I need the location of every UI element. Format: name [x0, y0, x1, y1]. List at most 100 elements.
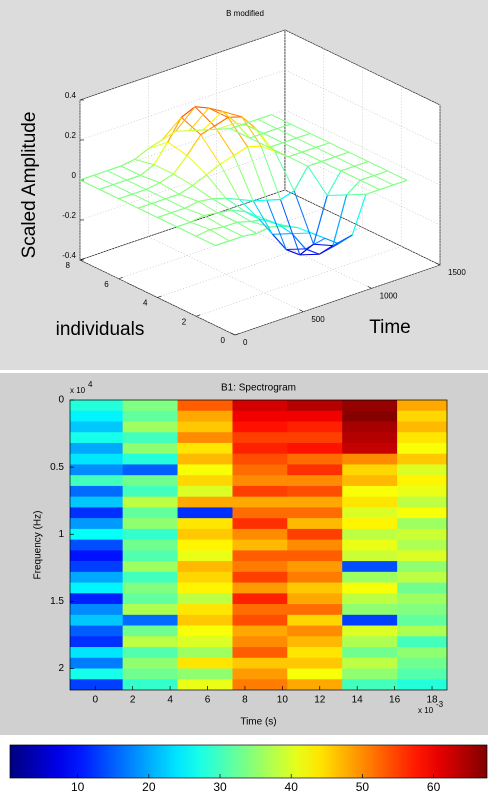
mesh-segment [93, 170, 108, 176]
cell [122, 550, 178, 562]
cell [287, 604, 343, 616]
cell [287, 400, 343, 412]
cell [122, 625, 178, 637]
mesh-segment [332, 234, 353, 247]
mesh-segment [324, 237, 339, 245]
cell [287, 571, 343, 583]
mesh-segment [340, 165, 355, 172]
mesh-segment [280, 190, 295, 201]
y-tick-label: 0 [58, 395, 64, 406]
y-tick-label: 4 [143, 299, 148, 308]
mesh-segment [134, 158, 155, 166]
y-axis-label: Frequency (Hz) [33, 511, 44, 580]
cell [232, 539, 288, 551]
cell [397, 410, 447, 422]
cell [342, 604, 398, 616]
cell [122, 464, 178, 476]
cell [232, 625, 288, 637]
cell [287, 539, 343, 551]
cell [70, 528, 123, 540]
mesh-segment [186, 134, 202, 156]
mesh-segment [235, 122, 256, 129]
colorbar-tick-label: 10 [71, 780, 85, 794]
mesh-segment [79, 179, 100, 190]
mesh-segment [299, 253, 320, 256]
mesh-segment [373, 175, 394, 186]
cell [397, 582, 447, 594]
cell [397, 636, 447, 648]
z-tick-label: -0.2 [62, 211, 76, 220]
mesh-segment [225, 197, 240, 201]
z-tick-label: 0.4 [65, 91, 77, 100]
cell [342, 410, 398, 422]
mesh-segment [112, 179, 127, 186]
cell [122, 668, 178, 680]
cell [122, 657, 178, 669]
mesh-segment [313, 243, 333, 247]
grid-line [79, 149, 286, 221]
mesh-segment [219, 163, 240, 200]
mesh-segment [145, 182, 161, 190]
mesh-segment [159, 173, 174, 184]
cell [397, 442, 447, 455]
cell [70, 561, 123, 573]
spectrogram-chart: 0 2 4 6 8 10 12 14 16 18 0 0.5 1 1.5 2 B1: Spectrogram T… [9, 380, 488, 794]
mesh-segment [200, 125, 215, 136]
cell [177, 668, 233, 680]
mesh-segment [172, 155, 188, 175]
cell [122, 593, 178, 605]
x-tick-label: 10 [277, 695, 289, 706]
z-axis-label: Scaled Amplitude [19, 112, 40, 259]
cell [287, 668, 343, 680]
cell [287, 485, 343, 497]
cell [177, 593, 233, 605]
cell [70, 539, 123, 551]
cell [397, 539, 447, 551]
mesh-segment [216, 128, 231, 130]
cell [122, 400, 178, 412]
z-tick-label: -0.4 [62, 251, 76, 260]
cell [397, 593, 447, 605]
mesh-segment [340, 170, 361, 181]
cell [177, 453, 233, 465]
cell [287, 410, 343, 422]
cell [177, 400, 233, 412]
cell [397, 507, 447, 519]
cell [177, 571, 233, 583]
x-tick-label: 0 [243, 338, 248, 347]
mesh-segment [200, 134, 221, 165]
mesh-segment [222, 110, 242, 118]
mesh-segment [157, 217, 178, 228]
mesh-segment [204, 212, 218, 217]
cell [177, 464, 233, 476]
cell [342, 668, 398, 680]
y-tick [196, 314, 201, 317]
mesh-segment [219, 154, 235, 165]
cell [177, 410, 233, 422]
mesh-segment [239, 199, 260, 220]
cell [177, 604, 233, 616]
mesh-segment [309, 132, 330, 144]
x-tick-label: 500 [311, 315, 325, 324]
x-tick [230, 332, 236, 336]
mesh-segment [243, 118, 258, 125]
cell [232, 604, 288, 616]
cell [70, 614, 123, 626]
cell [70, 432, 123, 444]
cell [342, 453, 398, 465]
cell [287, 475, 343, 487]
z-tick-label: 0 [72, 171, 77, 180]
mesh-segment [239, 198, 254, 202]
cell [122, 636, 178, 648]
chart-title: B modified [226, 9, 264, 18]
mesh-segment [258, 218, 273, 235]
cell [122, 475, 178, 487]
cell [177, 485, 233, 497]
cell [287, 464, 343, 476]
mesh-segment [282, 142, 303, 153]
cell [70, 625, 123, 637]
mesh-segment [140, 164, 155, 176]
mesh-segment [148, 139, 163, 150]
mesh-segment [276, 123, 291, 130]
cell [397, 614, 447, 626]
